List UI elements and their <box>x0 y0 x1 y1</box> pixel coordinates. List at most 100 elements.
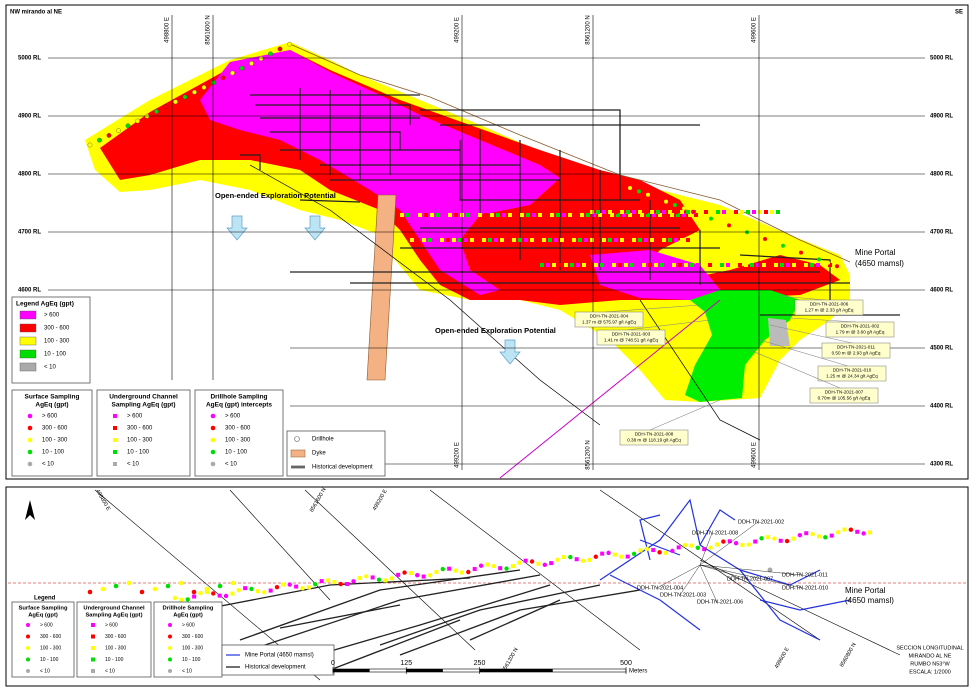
channel-sample <box>606 263 610 267</box>
sample <box>625 554 630 559</box>
sample <box>823 535 828 540</box>
working <box>279 604 401 629</box>
channel-sample <box>686 238 690 242</box>
surface-sample <box>628 186 632 190</box>
label: Open-ended Exploration Potential <box>435 326 556 335</box>
channel-sample <box>756 263 760 267</box>
channel-sample <box>538 213 542 217</box>
channel-sample <box>458 238 462 242</box>
surface-sample <box>87 589 93 595</box>
sample <box>313 582 318 587</box>
potential-arrows <box>226 215 521 365</box>
legend-swatch <box>19 336 37 346</box>
sample <box>427 573 433 578</box>
working <box>420 109 621 200</box>
long-section <box>48 15 925 479</box>
channel-sample <box>526 213 530 217</box>
channel-sample <box>554 238 558 242</box>
surface-sample <box>808 254 812 258</box>
surface-sample <box>204 586 210 592</box>
surface-sample <box>826 260 830 265</box>
label: Sampling AgEq (gpt) <box>111 402 175 409</box>
channel-sample <box>620 238 624 242</box>
channel-sample <box>582 263 586 267</box>
sample <box>491 563 497 569</box>
development <box>639 514 661 561</box>
sample <box>230 591 235 596</box>
surface-sample <box>277 46 283 52</box>
channel-sample <box>668 210 672 214</box>
channel-sample <box>484 213 488 217</box>
legend-symbol <box>113 462 117 466</box>
label: DDH-TN-2021-008 <box>692 530 738 536</box>
sample <box>396 572 401 577</box>
sample <box>440 566 445 572</box>
channel-sample <box>452 238 456 242</box>
label: 300 - 600 <box>182 634 203 640</box>
legend-symbol <box>113 426 117 430</box>
sample <box>402 570 407 575</box>
channel-sample <box>758 210 762 214</box>
label: 0.70m @ 105.56 g/t AgEq <box>818 396 871 401</box>
legend-symbol <box>168 646 172 650</box>
channel-sample <box>680 238 684 242</box>
sample <box>498 566 503 571</box>
channel-sample <box>674 238 678 242</box>
surface-sample <box>135 118 140 124</box>
channel-sample <box>590 238 594 242</box>
labels: NW mirando al NE SE 5000 RL 5000 RL 4900 RL 4… <box>10 10 964 678</box>
channel-sample <box>732 263 736 267</box>
channel-sample <box>588 263 592 267</box>
legend-symbol <box>27 449 33 455</box>
sample <box>797 532 803 538</box>
surface-sample <box>154 109 159 114</box>
label: 100 - 300 <box>105 645 126 651</box>
working <box>270 131 401 150</box>
label: Open-ended Exploration Potential <box>215 191 336 200</box>
channel-sample <box>644 210 648 214</box>
sample <box>568 554 573 560</box>
channel-sample <box>642 263 646 267</box>
label: 10 - 100 <box>42 450 65 456</box>
sample <box>338 581 343 587</box>
sample <box>555 557 560 562</box>
channel-sample <box>632 238 636 242</box>
channel-sample <box>770 210 774 214</box>
label: 4700 RL <box>18 230 41 236</box>
sample <box>376 577 382 582</box>
label: 300 - 600 <box>105 634 126 640</box>
label: 4800 RL <box>18 172 41 178</box>
channel-sample <box>446 238 450 242</box>
surface-sample <box>126 580 132 586</box>
label: 500 <box>620 660 632 667</box>
sample <box>217 593 222 598</box>
legend-symbol <box>91 623 95 627</box>
intercept-box <box>825 321 895 338</box>
sample <box>300 586 305 591</box>
channel-sample <box>602 238 606 242</box>
working <box>399 589 641 656</box>
sample <box>574 557 579 562</box>
label: 100 - 300 <box>225 438 251 444</box>
channel-sample <box>682 213 686 217</box>
label: MIRANDO AL NE <box>909 653 952 659</box>
channel-sample <box>798 263 802 267</box>
label: 499200 E <box>455 17 461 43</box>
channel-sample <box>558 263 562 267</box>
sample <box>855 529 860 534</box>
surface-sample <box>163 104 169 109</box>
label: Historical development <box>245 665 306 671</box>
label: Sampling AgEq (gpt) <box>85 613 142 619</box>
channel-sample <box>752 210 756 214</box>
channel-sample <box>678 263 682 267</box>
leader <box>699 532 713 566</box>
working <box>469 599 561 641</box>
sample <box>714 542 719 547</box>
channel-sample <box>502 213 506 217</box>
channel-sample <box>614 210 618 214</box>
channel-sample <box>764 210 768 214</box>
channel-sample <box>638 210 642 214</box>
channel-sample <box>598 213 602 217</box>
sample <box>733 541 739 546</box>
label: Drillhole <box>312 437 334 443</box>
